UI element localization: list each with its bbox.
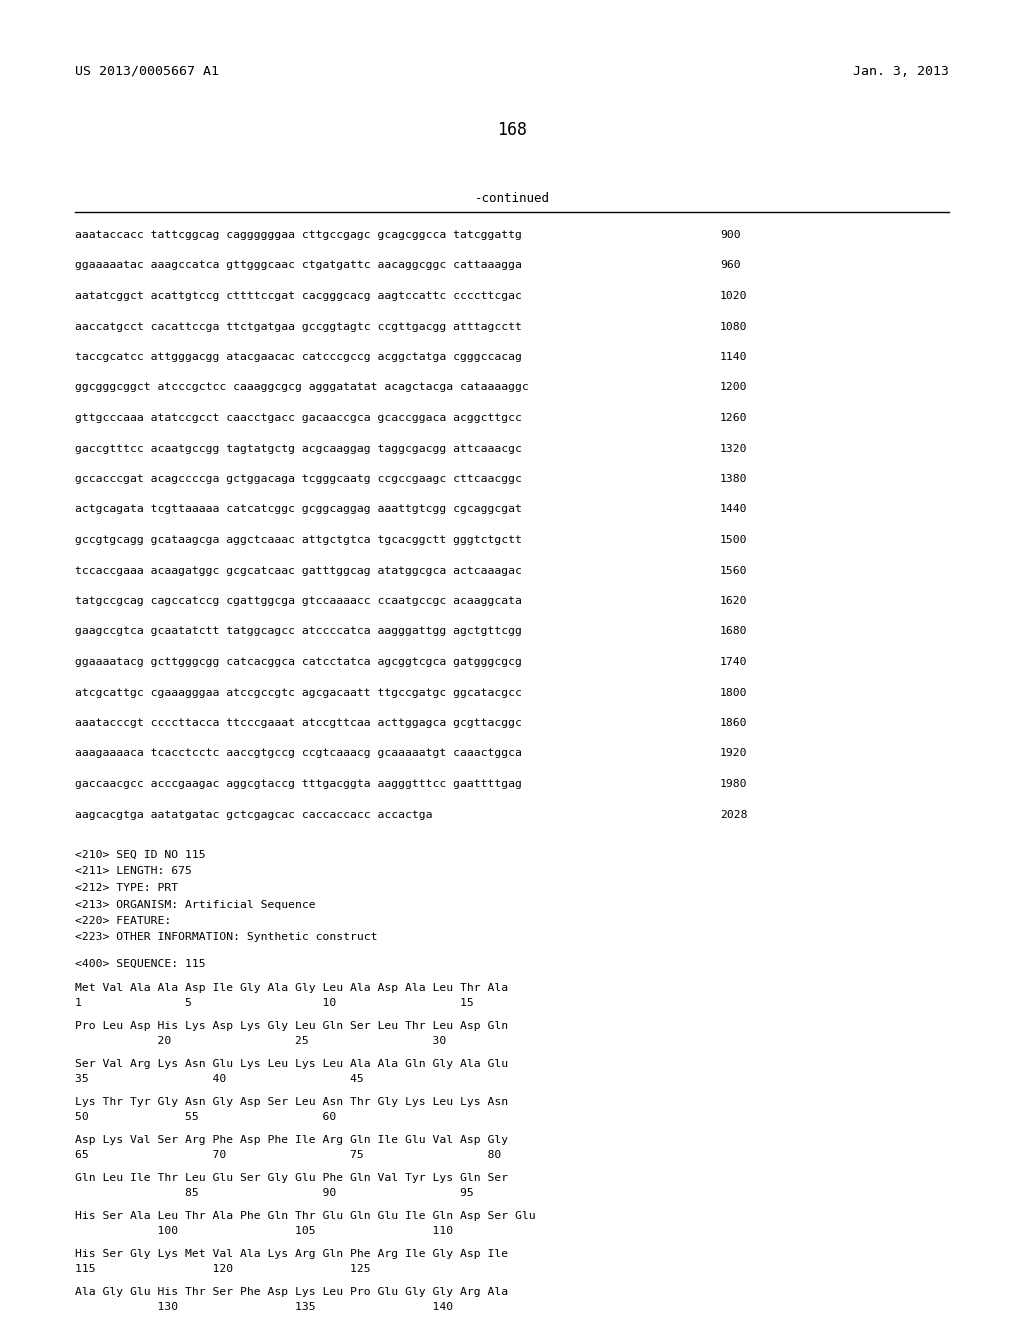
Text: gccgtgcagg gcataagcga aggctcaaac attgctgtca tgcacggctt gggtctgctt: gccgtgcagg gcataagcga aggctcaaac attgctg… [75,535,522,545]
Text: 2028: 2028 [720,809,748,820]
Text: aatatcggct acattgtccg cttttccgat cacgggcacg aagtccattc ccccttcgac: aatatcggct acattgtccg cttttccgat cacgggc… [75,290,522,301]
Text: <220> FEATURE:: <220> FEATURE: [75,916,171,927]
Text: 1               5                   10                  15: 1 5 10 15 [75,998,474,1008]
Text: tccaccgaaa acaagatggc gcgcatcaac gatttggcag atatggcgca actcaaagac: tccaccgaaa acaagatggc gcgcatcaac gatttgg… [75,565,522,576]
Text: gccacccgat acagccccga gctggacaga tcgggcaatg ccgccgaagc cttcaacggc: gccacccgat acagccccga gctggacaga tcgggca… [75,474,522,484]
Text: gaccaacgcc acccgaagac aggcgtaccg tttgacggta aagggtttcc gaattttgag: gaccaacgcc acccgaagac aggcgtaccg tttgacg… [75,779,522,789]
Text: 1200: 1200 [720,383,748,392]
Text: ggcgggcggct atcccgctcc caaaggcgcg agggatatat acagctacga cataaaaggc: ggcgggcggct atcccgctcc caaaggcgcg agggat… [75,383,528,392]
Text: Met Val Ala Ala Asp Ile Gly Ala Gly Leu Ala Asp Ala Leu Thr Ala: Met Val Ala Ala Asp Ile Gly Ala Gly Leu … [75,983,508,993]
Text: 130                 135                 140: 130 135 140 [75,1302,454,1312]
Text: tatgccgcag cagccatccg cgattggcga gtccaaaacc ccaatgccgc acaaggcata: tatgccgcag cagccatccg cgattggcga gtccaaa… [75,597,522,606]
Text: <212> TYPE: PRT: <212> TYPE: PRT [75,883,178,894]
Text: -continued: -continued [474,191,550,205]
Text: 1320: 1320 [720,444,748,454]
Text: 1680: 1680 [720,627,748,636]
Text: Ala Gly Glu His Thr Ser Phe Asp Lys Leu Pro Glu Gly Gly Arg Ala: Ala Gly Glu His Thr Ser Phe Asp Lys Leu … [75,1287,508,1298]
Text: aaataccacc tattcggcag caggggggaa cttgccgagc gcagcggcca tatcggattg: aaataccacc tattcggcag caggggggaa cttgccg… [75,230,522,240]
Text: aaccatgcct cacattccga ttctgatgaa gccggtagtc ccgttgacgg atttagcctt: aaccatgcct cacattccga ttctgatgaa gccggta… [75,322,522,331]
Text: 1380: 1380 [720,474,748,484]
Text: <223> OTHER INFORMATION: Synthetic construct: <223> OTHER INFORMATION: Synthetic const… [75,932,378,942]
Text: ggaaaaatac aaagccatca gttgggcaac ctgatgattc aacaggcggc cattaaagga: ggaaaaatac aaagccatca gttgggcaac ctgatga… [75,260,522,271]
Text: 1740: 1740 [720,657,748,667]
Text: <211> LENGTH: 675: <211> LENGTH: 675 [75,866,191,876]
Text: 1860: 1860 [720,718,748,729]
Text: aagcacgtga aatatgatac gctcgagcac caccaccacc accactga: aagcacgtga aatatgatac gctcgagcac caccacc… [75,809,432,820]
Text: taccgcatcc attgggacgg atacgaacac catcccgccg acggctatga cgggccacag: taccgcatcc attgggacgg atacgaacac catcccg… [75,352,522,362]
Text: 100                 105                 110: 100 105 110 [75,1226,454,1236]
Text: 168: 168 [497,121,527,139]
Text: 115                 120                 125: 115 120 125 [75,1265,371,1274]
Text: ggaaaatacg gcttgggcgg catcacggca catcctatca agcggtcgca gatgggcgcg: ggaaaatacg gcttgggcgg catcacggca catccta… [75,657,522,667]
Text: 1800: 1800 [720,688,748,697]
Text: 1980: 1980 [720,779,748,789]
Text: <210> SEQ ID NO 115: <210> SEQ ID NO 115 [75,850,206,861]
Text: Asp Lys Val Ser Arg Phe Asp Phe Ile Arg Gln Ile Glu Val Asp Gly: Asp Lys Val Ser Arg Phe Asp Phe Ile Arg … [75,1135,508,1144]
Text: atcgcattgc cgaaagggaa atccgccgtc agcgacaatt ttgccgatgc ggcatacgcc: atcgcattgc cgaaagggaa atccgccgtc agcgaca… [75,688,522,697]
Text: 1500: 1500 [720,535,748,545]
Text: 1140: 1140 [720,352,748,362]
Text: gaagccgtca gcaatatctt tatggcagcc atccccatca aagggattgg agctgttcgg: gaagccgtca gcaatatctt tatggcagcc atcccca… [75,627,522,636]
Text: 1260: 1260 [720,413,748,422]
Text: His Ser Gly Lys Met Val Ala Lys Arg Gln Phe Arg Ile Gly Asp Ile: His Ser Gly Lys Met Val Ala Lys Arg Gln … [75,1249,508,1259]
Text: Jan. 3, 2013: Jan. 3, 2013 [853,65,949,78]
Text: actgcagata tcgttaaaaa catcatcggc gcggcaggag aaattgtcgg cgcaggcgat: actgcagata tcgttaaaaa catcatcggc gcggcag… [75,504,522,515]
Text: aaatacccgt ccccttacca ttcccgaaat atccgttcaa acttggagca gcgttacggc: aaatacccgt ccccttacca ttcccgaaat atccgtt… [75,718,522,729]
Text: 1620: 1620 [720,597,748,606]
Text: 1020: 1020 [720,290,748,301]
Text: 50              55                  60: 50 55 60 [75,1111,336,1122]
Text: Pro Leu Asp His Lys Asp Lys Gly Leu Gln Ser Leu Thr Leu Asp Gln: Pro Leu Asp His Lys Asp Lys Gly Leu Gln … [75,1020,508,1031]
Text: 20                  25                  30: 20 25 30 [75,1036,446,1045]
Text: 1560: 1560 [720,565,748,576]
Text: 35                  40                  45: 35 40 45 [75,1074,364,1084]
Text: Lys Thr Tyr Gly Asn Gly Asp Ser Leu Asn Thr Gly Lys Leu Lys Asn: Lys Thr Tyr Gly Asn Gly Asp Ser Leu Asn … [75,1097,508,1107]
Text: gttgcccaaa atatccgcct caacctgacc gacaaccgca gcaccggaca acggcttgcc: gttgcccaaa atatccgcct caacctgacc gacaacc… [75,413,522,422]
Text: Gln Leu Ile Thr Leu Glu Ser Gly Glu Phe Gln Val Tyr Lys Gln Ser: Gln Leu Ile Thr Leu Glu Ser Gly Glu Phe … [75,1173,508,1183]
Text: 1080: 1080 [720,322,748,331]
Text: US 2013/0005667 A1: US 2013/0005667 A1 [75,65,219,78]
Text: 900: 900 [720,230,740,240]
Text: 1920: 1920 [720,748,748,759]
Text: 65                  70                  75                  80: 65 70 75 80 [75,1150,502,1160]
Text: 960: 960 [720,260,740,271]
Text: gaccgtttcc acaatgccgg tagtatgctg acgcaaggag taggcgacgg attcaaacgc: gaccgtttcc acaatgccgg tagtatgctg acgcaag… [75,444,522,454]
Text: <213> ORGANISM: Artificial Sequence: <213> ORGANISM: Artificial Sequence [75,899,315,909]
Text: 85                  90                  95: 85 90 95 [75,1188,474,1199]
Text: His Ser Ala Leu Thr Ala Phe Gln Thr Glu Gln Glu Ile Gln Asp Ser Glu: His Ser Ala Leu Thr Ala Phe Gln Thr Glu … [75,1210,536,1221]
Text: 1440: 1440 [720,504,748,515]
Text: aaagaaaaca tcacctcctc aaccgtgccg ccgtcaaacg gcaaaaatgt caaactggca: aaagaaaaca tcacctcctc aaccgtgccg ccgtcaa… [75,748,522,759]
Text: <400> SEQUENCE: 115: <400> SEQUENCE: 115 [75,960,206,969]
Text: Ser Val Arg Lys Asn Glu Lys Leu Lys Leu Ala Ala Gln Gly Ala Glu: Ser Val Arg Lys Asn Glu Lys Leu Lys Leu … [75,1059,508,1069]
